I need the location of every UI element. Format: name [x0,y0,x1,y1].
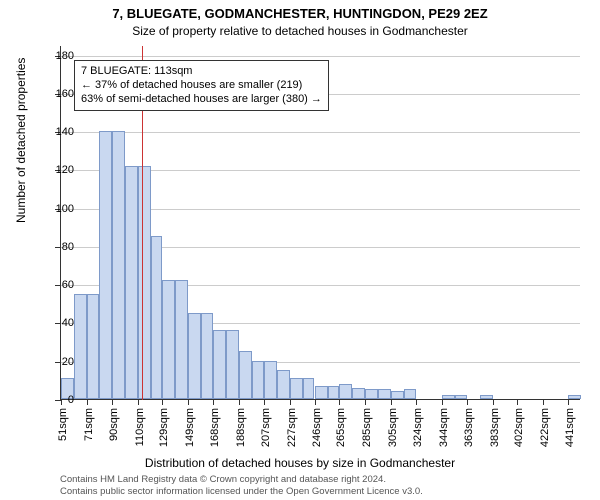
x-tick-label: 188sqm [235,408,247,447]
x-tick-label: 149sqm [184,408,196,447]
x-tick-label: 422sqm [539,408,551,447]
histogram-bar [352,388,365,399]
x-tick-label: 324sqm [412,408,424,447]
callout-line-2: ← 37% of detached houses are smaller (21… [81,79,322,93]
histogram-bar [303,378,315,399]
histogram-bar [404,389,416,399]
x-tick [391,399,392,405]
histogram-bar [264,361,277,399]
x-tick-label: 129sqm [158,408,170,447]
histogram-bar [455,395,467,399]
histogram-bar [125,166,138,399]
histogram-bar [339,384,352,399]
histogram-bar [442,395,455,399]
histogram-bar [378,389,391,399]
x-tick-label: 227sqm [286,408,298,447]
x-tick [138,399,139,405]
x-tick [315,399,316,405]
histogram-bar [175,280,188,399]
y-tick-label: 180 [34,50,74,62]
histogram-bar [252,361,264,399]
histogram-bar [87,294,99,399]
histogram-bar [480,395,493,399]
x-tick [162,399,163,405]
x-tick [517,399,518,405]
x-tick [213,399,214,405]
x-tick-label: 305sqm [387,408,399,447]
histogram-bar [568,395,581,399]
histogram-bar [226,330,239,399]
x-tick [112,399,113,405]
histogram-bar [162,280,175,399]
x-tick-label: 402sqm [513,408,525,447]
histogram-bar [74,294,87,399]
y-tick-label: 0 [34,394,74,406]
x-tick [568,399,569,405]
gridline [61,56,580,57]
histogram-bar [365,389,378,399]
x-tick-label: 265sqm [335,408,347,447]
histogram-bar [201,313,213,399]
x-axis-label: Distribution of detached houses by size … [0,456,600,470]
x-tick [87,399,88,405]
x-tick [365,399,366,405]
x-tick [264,399,265,405]
y-tick-label: 100 [34,203,74,215]
x-tick-label: 71sqm [83,408,95,441]
x-tick [416,399,417,405]
y-tick-label: 140 [34,126,74,138]
y-tick-label: 20 [34,356,74,368]
histogram-bar [188,313,201,399]
y-tick-label: 60 [34,279,74,291]
histogram-bar [138,166,151,399]
histogram-bar [277,370,290,399]
x-tick-label: 246sqm [311,408,323,447]
x-tick [543,399,544,405]
x-tick-label: 344sqm [438,408,450,447]
x-tick-label: 383sqm [489,408,501,447]
histogram-bar [391,391,404,399]
attribution-line-2: Contains public sector information licen… [60,486,423,498]
histogram-bar [213,330,226,399]
histogram-bar [99,131,112,399]
y-tick-label: 80 [34,241,74,253]
x-tick [188,399,189,405]
histogram-bar [315,386,328,399]
callout-line-3: 63% of semi-detached houses are larger (… [81,93,322,107]
x-tick-label: 90sqm [108,408,120,441]
histogram-bar [328,386,340,399]
chart-title-main: 7, BLUEGATE, GODMANCHESTER, HUNTINGDON, … [0,6,600,21]
x-tick-label: 51sqm [57,408,69,441]
chart-container: 7, BLUEGATE, GODMANCHESTER, HUNTINGDON, … [0,0,600,500]
x-tick-label: 363sqm [463,408,475,447]
x-tick [442,399,443,405]
x-tick [339,399,340,405]
y-axis-label: Number of detached properties [14,58,28,223]
y-tick-label: 160 [34,88,74,100]
histogram-bar [151,236,163,399]
x-tick [290,399,291,405]
callout-box: 7 BLUEGATE: 113sqm ← 37% of detached hou… [74,60,329,111]
attribution: Contains HM Land Registry data © Crown c… [60,474,423,498]
x-tick-label: 207sqm [260,408,272,447]
gridline [61,132,580,133]
histogram-bar [112,131,125,399]
y-tick-label: 40 [34,317,74,329]
x-tick-label: 168sqm [209,408,221,447]
x-tick-label: 441sqm [564,408,576,447]
callout-line-1: 7 BLUEGATE: 113sqm [81,65,322,79]
x-tick [239,399,240,405]
y-tick-label: 120 [34,164,74,176]
attribution-line-1: Contains HM Land Registry data © Crown c… [60,474,423,486]
chart-title-sub: Size of property relative to detached ho… [0,24,600,38]
x-tick-label: 110sqm [134,408,146,446]
x-tick-label: 285sqm [361,408,373,447]
x-tick [467,399,468,405]
x-tick [493,399,494,405]
histogram-bar [239,351,252,399]
histogram-bar [290,378,303,399]
